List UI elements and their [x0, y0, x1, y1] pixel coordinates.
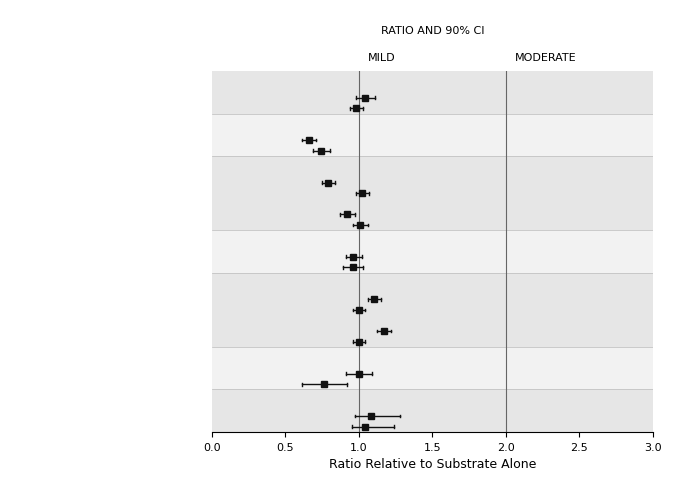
Text: MODERATE: MODERATE	[515, 53, 576, 63]
Bar	[212, 72, 653, 114]
Text: MILD: MILD	[367, 53, 395, 63]
Bar	[212, 273, 653, 348]
Text: RATIO AND 90% CI: RATIO AND 90% CI	[381, 26, 484, 36]
Bar	[212, 231, 653, 273]
Bar	[212, 390, 653, 432]
Bar	[212, 114, 653, 156]
Bar	[212, 348, 653, 390]
Bar	[212, 156, 653, 231]
X-axis label: Ratio Relative to Substrate Alone: Ratio Relative to Substrate Alone	[328, 457, 536, 470]
